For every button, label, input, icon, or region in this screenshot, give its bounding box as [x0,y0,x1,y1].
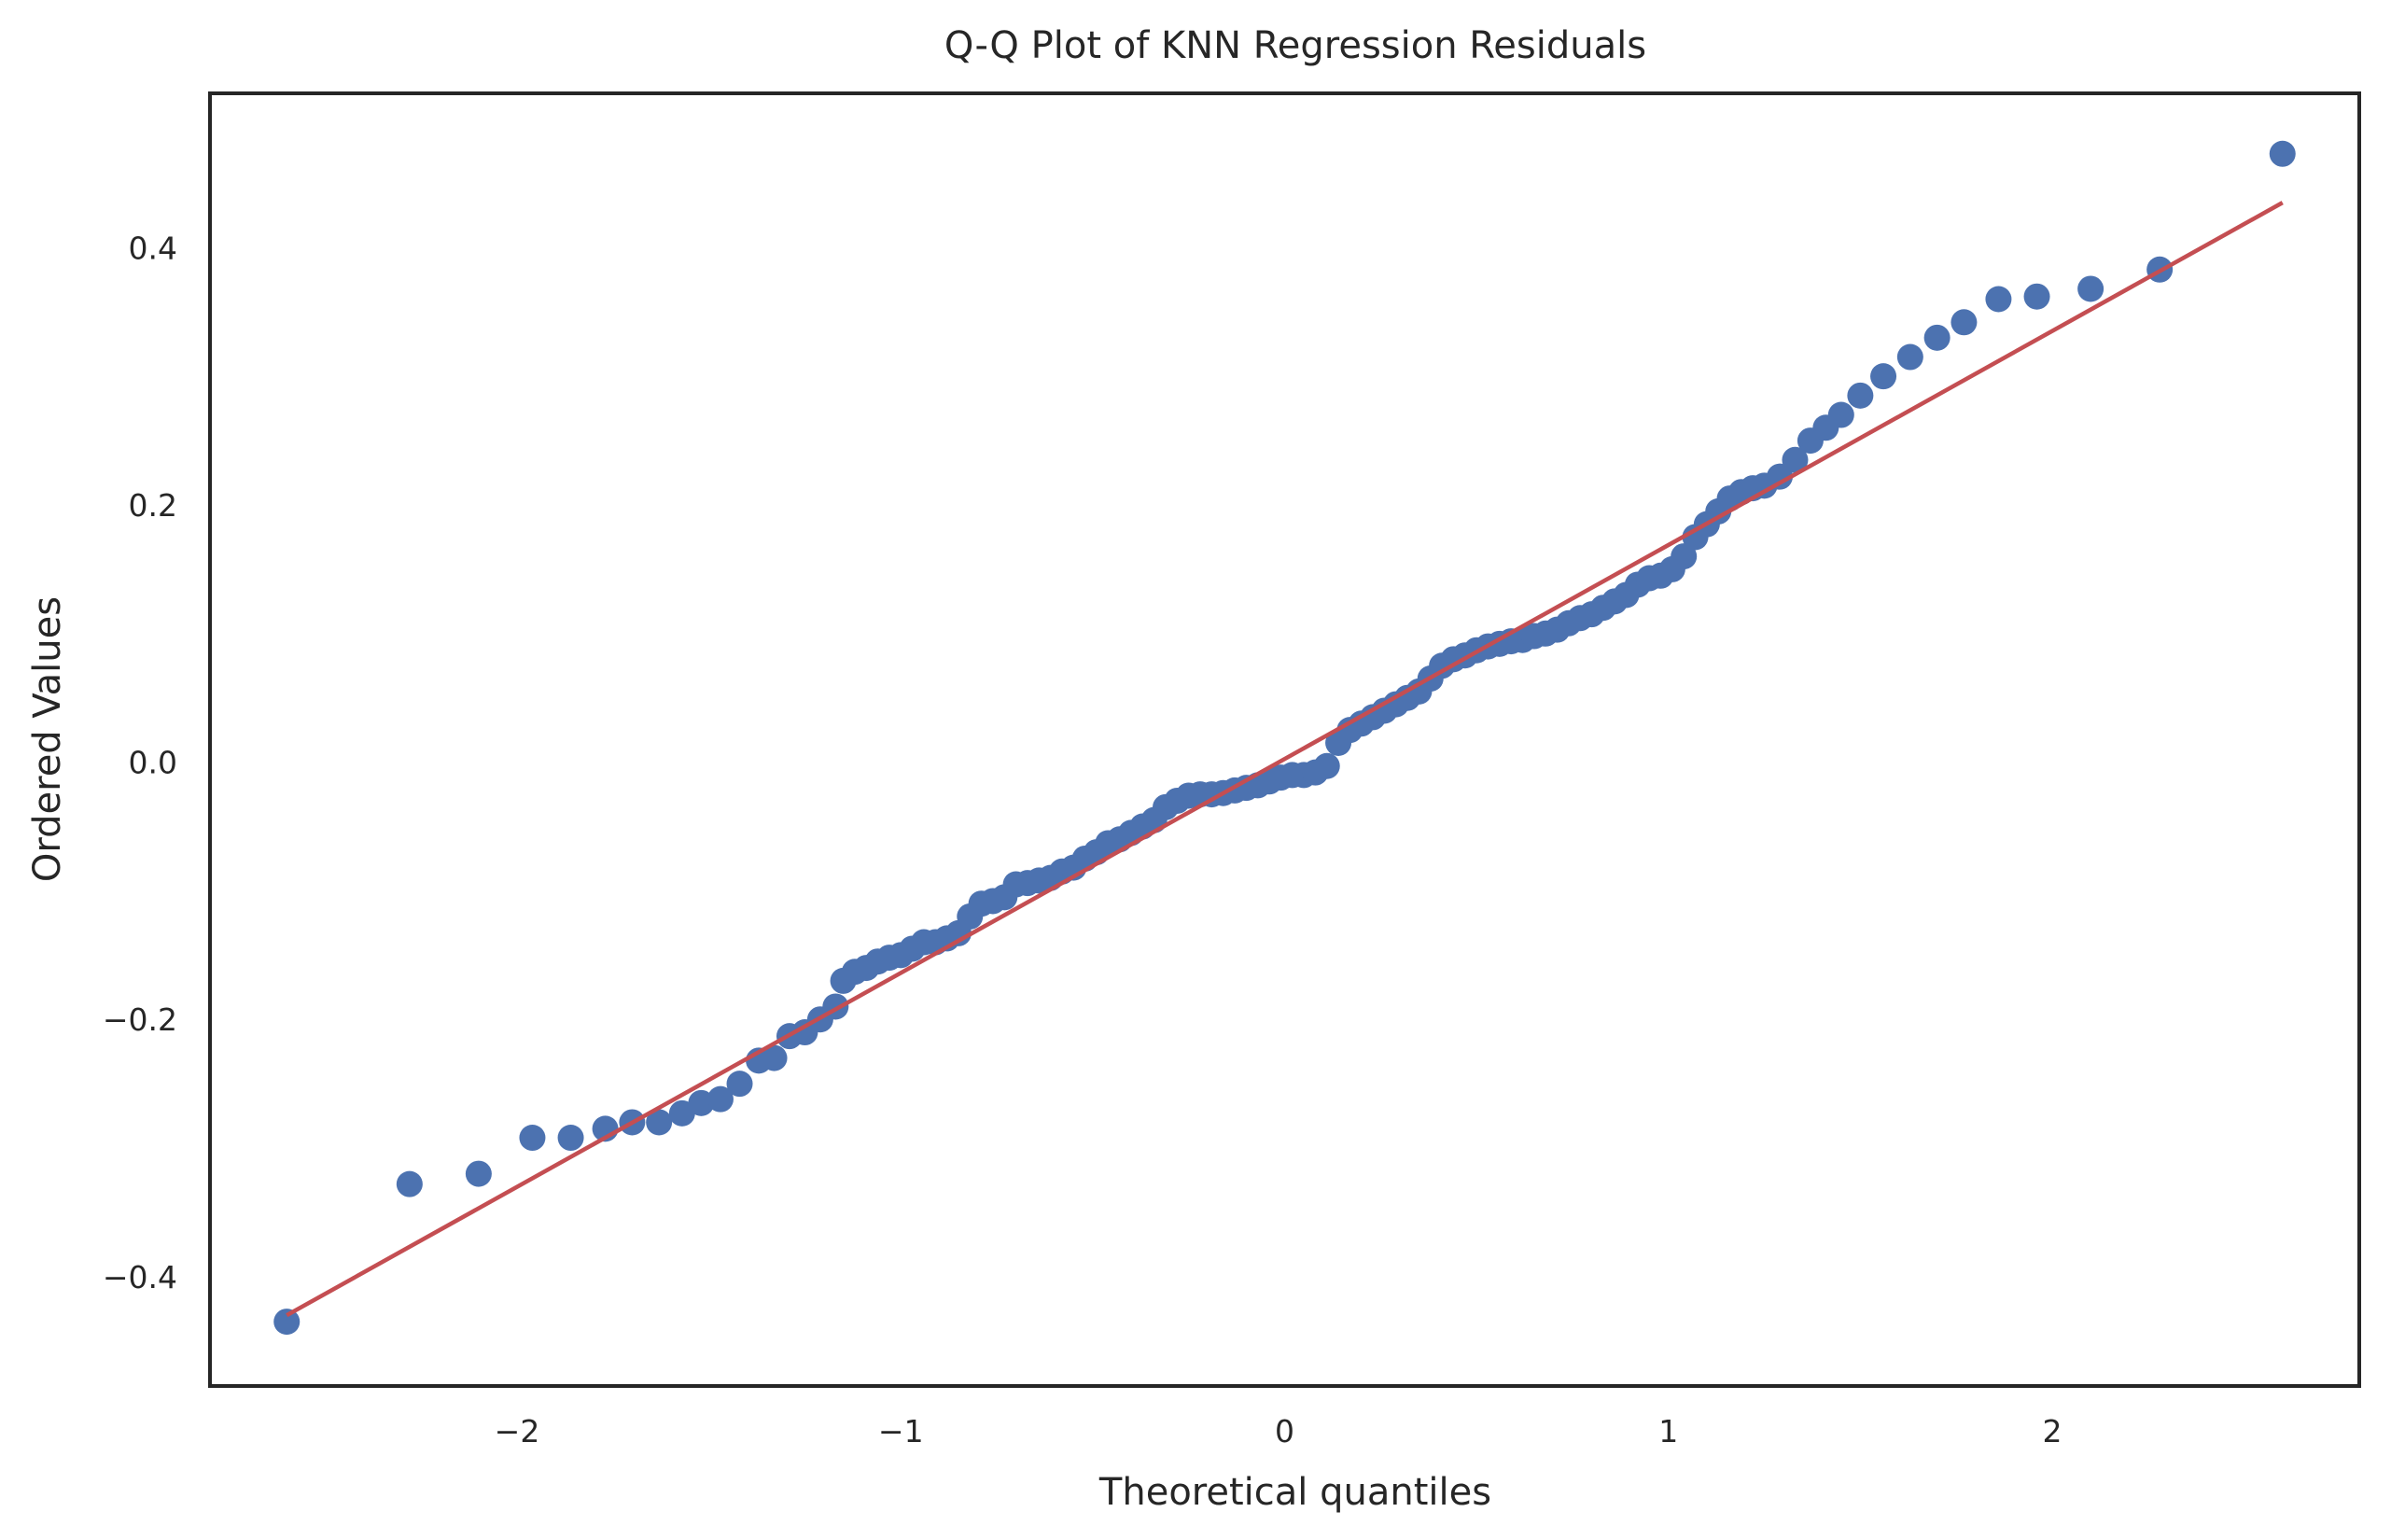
data-point [706,1085,734,1113]
y-tick-label: −0.4 [103,1259,177,1295]
x-axis-label: Theoretical quantiles [1098,1471,1491,1514]
y-axis-ticks: −0.4 −0.2 0.0 0.2 0.4 [103,230,177,1295]
data-point [1782,446,1809,473]
data-point [646,1109,673,1136]
data-point [668,1099,695,1127]
data-point [273,1309,301,1336]
y-tick-label: 0.2 [129,487,177,524]
data-point [1923,324,1951,351]
x-tick-label: 1 [1658,1413,1678,1449]
data-point [1847,382,1874,409]
y-tick-label: 0.0 [129,745,177,781]
data-point [1313,752,1340,779]
data-point [1671,543,1698,570]
x-axis-ticks: −2 −1 0 1 2 [495,1413,2062,1449]
y-axis-label: Ordered Values [26,596,69,882]
data-point [2023,283,2050,310]
data-point [557,1125,584,1152]
data-point [396,1170,423,1197]
data-point [761,1044,788,1071]
data-point [1870,363,1897,390]
chart-title: Q-Q Plot of KNN Regression Residuals [944,24,1646,67]
data-point [726,1071,753,1098]
x-tick-label: 2 [2043,1413,2062,1449]
data-point [1985,286,2012,313]
data-point [1896,343,1923,371]
x-tick-label: −2 [495,1413,540,1449]
x-tick-label: −1 [878,1413,924,1449]
data-point [465,1160,492,1187]
data-point [519,1125,546,1152]
data-point [1951,309,1978,336]
y-tick-label: 0.4 [129,230,177,266]
data-point [1767,463,1794,490]
data-point [2077,275,2104,302]
data-point [1827,401,1854,428]
y-tick-label: −0.2 [103,1001,177,1038]
fit-line [286,201,2284,1318]
data-point [2269,140,2296,167]
x-tick-label: 0 [1275,1413,1294,1449]
